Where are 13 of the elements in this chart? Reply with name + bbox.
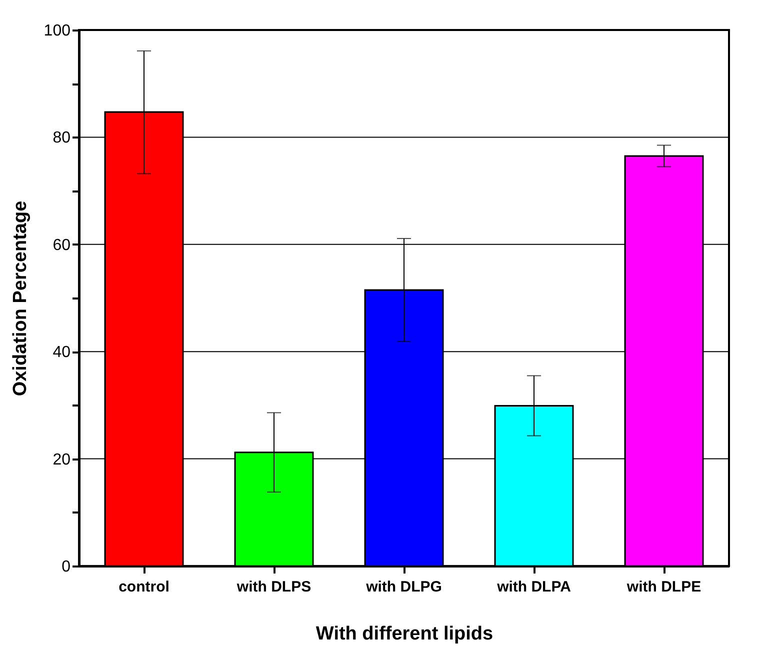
x-tick-label: with DLPA: [496, 578, 572, 596]
x-axis-title: With different lipids: [316, 624, 494, 644]
y-axis-title: Oxidation Percentage: [10, 200, 31, 396]
y-tick-label: 40: [52, 344, 71, 362]
x-tick-label: with DLPG: [365, 578, 442, 596]
x-tick-label: with DLPS: [236, 578, 312, 596]
x-tick-label: with DLPE: [626, 578, 702, 596]
y-tick-label: 20: [52, 451, 71, 468]
x-tick-label: control: [118, 578, 170, 596]
y-tick-label: 80: [52, 130, 71, 147]
y-tick-label: 60: [52, 236, 71, 254]
y-tick-label: 100: [44, 22, 71, 40]
y-tick-label: 0: [62, 558, 71, 576]
